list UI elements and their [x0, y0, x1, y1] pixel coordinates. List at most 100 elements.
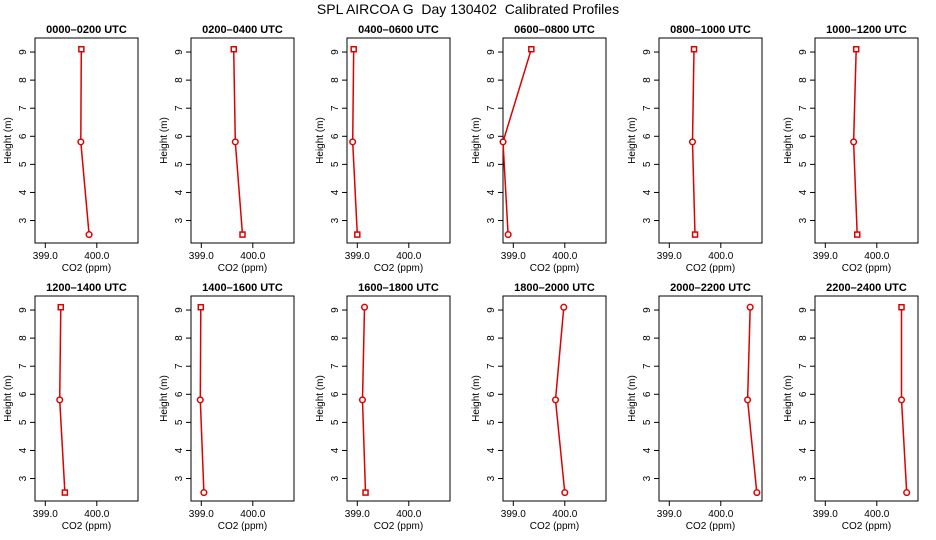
y-tick-label: 9 — [642, 307, 653, 313]
y-axis-label: Height (m) — [159, 117, 170, 164]
y-tick-label: 6 — [798, 133, 809, 139]
x-axis-label: CO2 (ppm) — [842, 263, 891, 274]
data-point — [349, 138, 357, 146]
y-tick-label: 7 — [798, 363, 809, 369]
y-tick-label: 8 — [798, 335, 809, 341]
y-tick-label: 8 — [642, 77, 653, 83]
panel-title: 1800–2000 UTC — [514, 282, 595, 294]
data-point — [57, 303, 64, 311]
data-point — [85, 231, 93, 239]
x-axis-label: CO2 (ppm) — [62, 521, 111, 532]
y-tick-label: 7 — [642, 105, 653, 111]
y-tick-label: 3 — [642, 475, 653, 481]
x-tick-label: 399.0 — [657, 509, 682, 520]
y-tick-label: 8 — [18, 77, 29, 83]
y-axis-label: Height (m) — [159, 375, 170, 422]
y-tick-label: 3 — [486, 217, 497, 223]
data-point — [850, 138, 858, 146]
x-axis-label: CO2 (ppm) — [374, 263, 423, 274]
series-line — [502, 48, 533, 235]
y-tick-label: 6 — [486, 391, 497, 397]
data-point — [898, 303, 905, 311]
x-tick-label: 400.0 — [708, 251, 733, 262]
data-point — [746, 303, 754, 311]
y-tick-label: 9 — [330, 49, 341, 55]
y-tick-label: 4 — [18, 189, 29, 195]
x-tick-label: 400.0 — [240, 251, 265, 262]
data-point — [897, 396, 906, 404]
x-axis-label: CO2 (ppm) — [842, 521, 891, 532]
x-tick-label: 400.0 — [396, 251, 421, 262]
y-tick-label: 6 — [174, 133, 185, 139]
y-tick-label: 5 — [18, 161, 29, 167]
y-tick-label: 7 — [330, 105, 341, 111]
data-point — [691, 231, 699, 238]
x-axis-label: CO2 (ppm) — [62, 263, 111, 274]
y-axis-label: Height (m) — [783, 375, 794, 422]
y-tick-label: 4 — [642, 189, 653, 195]
y-tick-label: 9 — [798, 307, 809, 313]
data-point — [239, 231, 246, 238]
data-point — [753, 489, 761, 497]
plot-frame — [190, 295, 295, 502]
y-tick-label: 8 — [174, 77, 185, 83]
y-tick-label: 3 — [18, 475, 29, 481]
chart-panel-1: 0000–0200 UTC 399.0 400.0 3 4 5 6 7 8 9 CO2 (ppm) H… — [3, 24, 139, 274]
y-tick-label: 6 — [18, 133, 29, 139]
panel-title: 1000–1200 UTC — [826, 24, 907, 36]
data-point — [551, 396, 560, 404]
y-tick-label: 5 — [798, 161, 809, 167]
y-tick-label: 6 — [330, 133, 341, 139]
y-tick-label: 3 — [642, 217, 653, 223]
plot-frame — [34, 37, 139, 244]
y-tick-label: 8 — [18, 335, 29, 341]
data-point — [499, 138, 507, 146]
x-tick-label: 399.0 — [345, 251, 370, 262]
y-tick-label: 9 — [330, 307, 341, 313]
y-tick-label: 4 — [486, 447, 497, 453]
plot-frame — [190, 37, 295, 244]
data-point — [744, 396, 752, 404]
x-tick-label: 399.0 — [33, 251, 58, 262]
x-tick-label: 400.0 — [396, 509, 421, 520]
chart-panel-6: 1000–1200 UTC 399.0 400.0 3 4 5 6 7 8 9 CO2 (ppm) H… — [783, 24, 919, 274]
chart-panel-4: 0600–0800 UTC 399.0 400.0 3 4 5 6 7 8 9 CO2 (ppm) H… — [471, 24, 607, 274]
y-tick-label: 5 — [642, 161, 653, 167]
data-point — [688, 138, 697, 146]
plot-frame — [502, 37, 607, 244]
y-tick-label: 7 — [486, 363, 497, 369]
plot-frame — [814, 295, 919, 502]
x-tick-label: 399.0 — [501, 251, 526, 262]
data-point — [690, 45, 698, 53]
chart-panel-11: 2000–2200 UTC 399.0 400.0 3 4 5 6 7 8 9 CO2 (ppm) H… — [627, 282, 763, 532]
y-tick-label: 5 — [798, 419, 809, 425]
data-point — [354, 231, 361, 238]
x-axis-label: CO2 (ppm) — [530, 263, 579, 274]
y-tick-label: 3 — [330, 475, 341, 481]
data-point — [196, 396, 204, 404]
y-tick-label: 6 — [642, 391, 653, 397]
y-tick-label: 9 — [798, 49, 809, 55]
x-tick-label: 399.0 — [813, 509, 838, 520]
y-axis-label: Height (m) — [315, 375, 326, 422]
data-point — [78, 45, 85, 53]
panel-title: 0000–0200 UTC — [46, 24, 127, 36]
plot-frame — [658, 37, 763, 244]
y-tick-label: 8 — [798, 77, 809, 83]
chart-panel-12: 2200–2400 UTC 399.0 400.0 3 4 5 6 7 8 9 CO2 (ppm) H… — [783, 282, 919, 532]
y-tick-label: 3 — [18, 217, 29, 223]
plot-frame — [34, 295, 139, 502]
y-tick-label: 5 — [486, 419, 497, 425]
y-tick-label: 6 — [330, 391, 341, 397]
y-tick-label: 9 — [174, 49, 185, 55]
y-tick-label: 4 — [330, 189, 341, 195]
y-tick-label: 5 — [174, 161, 185, 167]
y-tick-label: 5 — [642, 419, 653, 425]
x-tick-label: 400.0 — [240, 509, 265, 520]
y-tick-label: 4 — [174, 447, 185, 453]
data-point — [231, 138, 239, 146]
y-tick-label: 3 — [174, 217, 185, 223]
chart-panel-8: 1400–1600 UTC 399.0 400.0 3 4 5 6 7 8 9 CO2 (ppm) H… — [159, 282, 295, 532]
y-tick-label: 7 — [330, 363, 341, 369]
y-tick-label: 9 — [174, 307, 185, 313]
